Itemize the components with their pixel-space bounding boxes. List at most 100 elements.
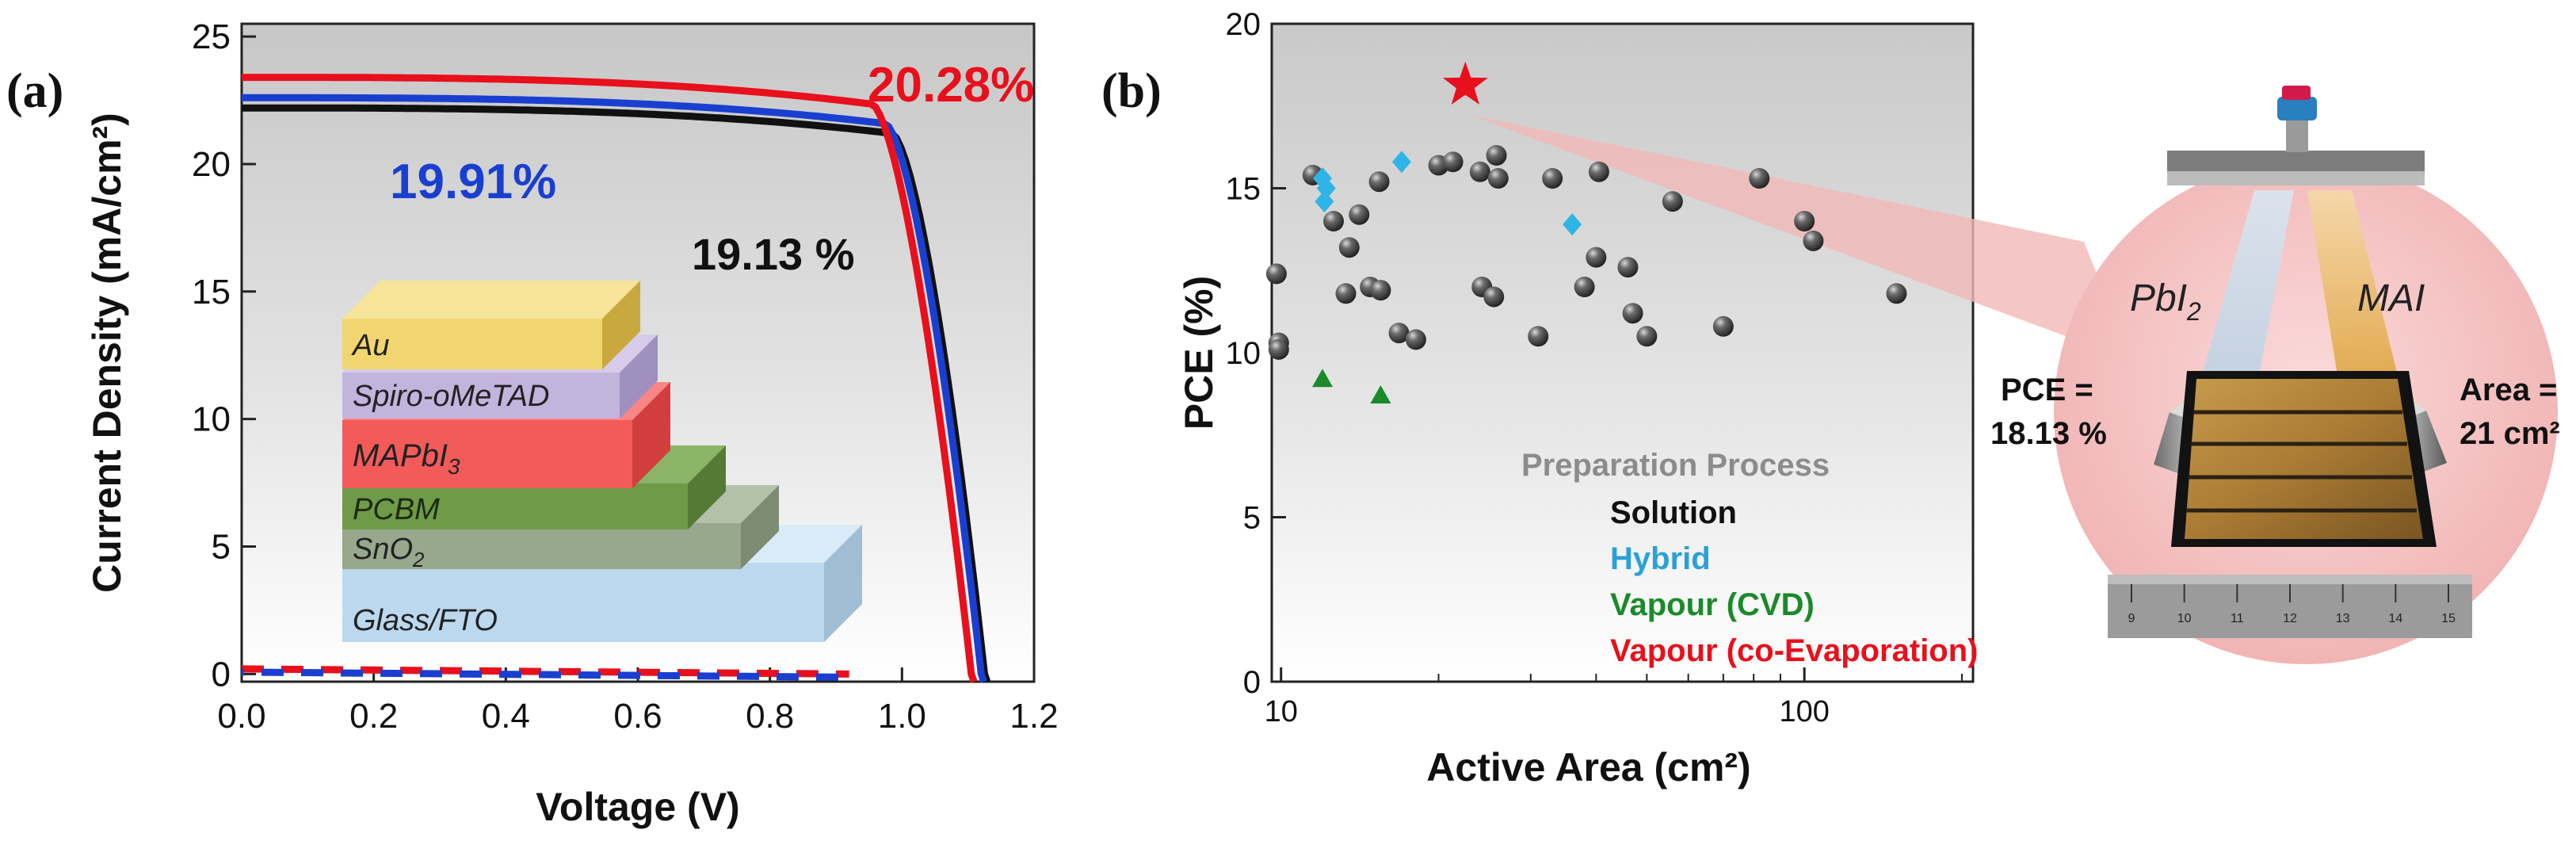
solution-point xyxy=(1542,168,1563,189)
y-tick-label-b: 10 xyxy=(1226,336,1261,371)
y-tick-label-b: 20 xyxy=(1226,7,1261,42)
cvd-point xyxy=(1312,369,1334,388)
highlight-cone xyxy=(1470,115,2131,361)
solution-point xyxy=(1662,191,1683,212)
y-tick-label-a: 15 xyxy=(192,273,231,312)
ruler-tick-label: 10 xyxy=(2177,612,2192,625)
dark-current-line xyxy=(241,668,849,681)
solution-point xyxy=(1712,315,1734,337)
layer-label-au: Au xyxy=(351,329,389,362)
mai-label: MAI xyxy=(2357,277,2425,319)
y-tick-label-b: 5 xyxy=(1243,501,1261,536)
panel-a: (a) 0.0 0.2 0.4 0.6 0.8 1.0 1.2 0 5 10 15 20 25 Volta… xyxy=(6,17,1059,829)
solution-point xyxy=(1265,263,1287,285)
solution-point xyxy=(1574,277,1595,297)
inset-area-value: 21 cm² xyxy=(2460,416,2560,451)
co-evaporation-inset: PbI2 MAI 9 10 11 12 13 14 15 PCE = 18 xyxy=(1990,86,2560,664)
y-tick-label-b: 15 xyxy=(1226,172,1261,207)
ruler-tick-label: 15 xyxy=(2441,612,2456,625)
hybrid-point xyxy=(1316,177,1336,200)
y-tick-label-a: 20 xyxy=(192,145,231,184)
coevaporation-star xyxy=(1442,61,1488,105)
solution-point xyxy=(1487,168,1509,189)
pbi2-beam xyxy=(2195,190,2294,420)
efficiency-label-red: 20.28% xyxy=(868,58,1034,113)
ruler-tick-label: 11 xyxy=(2231,612,2244,625)
ruler-tick-label: 12 xyxy=(2283,612,2297,625)
y-tick-label-a: 10 xyxy=(192,400,231,439)
solution-point xyxy=(1335,283,1357,304)
plot-b-background xyxy=(1270,22,1975,683)
x-axis-title-a: Voltage (V) xyxy=(536,785,739,829)
solution-point xyxy=(1794,211,1815,231)
solution-point xyxy=(1617,257,1639,278)
ruler-tick-label: 13 xyxy=(2336,612,2350,625)
scatter-points xyxy=(1265,61,1907,403)
x-tick-label-a: 0.8 xyxy=(746,697,794,736)
x-tick-label-a: 1.2 xyxy=(1009,697,1058,736)
jv-curve-1991 xyxy=(242,94,987,683)
solution-point xyxy=(1586,247,1607,268)
device-stack: Glass/FTO SnO2 PCBM MAPbI3 xyxy=(342,281,862,642)
y-axis-title-a: Current Density (mA/cm²) xyxy=(85,113,129,593)
solution-point xyxy=(1442,151,1464,173)
inset-area-label: Area = xyxy=(2460,373,2557,407)
solution-point xyxy=(1588,161,1609,182)
x-tick-label-a: 1.0 xyxy=(878,697,926,736)
y-axis-title-b: PCE (%) xyxy=(1177,276,1221,430)
x-tick-label-b: 10 xyxy=(1265,695,1298,728)
inset-pce-label: PCE = xyxy=(2001,373,2093,407)
solution-point xyxy=(1886,283,1907,304)
panel-b: (b) 10 100 0 5 10 15 20 Active Area (cm²) PCE (%… xyxy=(1101,7,2560,789)
x-tick-label-a: 0.0 xyxy=(217,697,265,736)
efficiency-label-black: 19.13 % xyxy=(692,229,855,279)
solution-point xyxy=(1803,230,1824,251)
solution-point xyxy=(1486,145,1507,166)
jv-curves xyxy=(242,74,991,683)
dark-current-curves xyxy=(241,665,849,681)
solution-point xyxy=(1405,329,1426,350)
solution-point xyxy=(1338,237,1360,258)
panel-b-label: (b) xyxy=(1101,64,1162,118)
layer-label-mapbi3: MAPbI3 xyxy=(353,438,460,479)
solution-point xyxy=(1528,326,1549,347)
y-tick-label-a: 25 xyxy=(192,17,231,56)
layer-label-pcbm: PCBM xyxy=(353,493,440,526)
ruler-tick-label: 14 xyxy=(2388,612,2402,625)
solution-point xyxy=(1368,171,1390,193)
x-tick-label-a: 0.6 xyxy=(613,697,662,736)
legend-solution: Solution xyxy=(1610,495,1737,530)
ruler: 9 10 11 12 13 14 15 xyxy=(2108,575,2472,638)
cvd-point xyxy=(1370,384,1391,403)
panel-a-label: (a) xyxy=(6,64,63,118)
legend-coevap: Vapour (co-Evaporation) xyxy=(1610,633,1979,668)
solution-point xyxy=(1483,286,1505,308)
x-tick-label-b: 100 xyxy=(1779,695,1829,728)
plot-a-axes: 0.0 0.2 0.4 0.6 0.8 1.0 1.2 0 5 10 15 20 25 Voltage (… xyxy=(85,17,1059,829)
substrate-holder xyxy=(2167,86,2425,185)
jv-curve-1913 xyxy=(242,104,991,683)
x-tick-label-a: 0.2 xyxy=(349,697,398,736)
legend-title: Preparation Process xyxy=(1521,448,1830,483)
solution-point xyxy=(1268,338,1289,360)
ruler-tick-label: 9 xyxy=(2128,612,2135,625)
layer-label-glass: Glass/FTO xyxy=(353,604,498,637)
solution-point xyxy=(1349,204,1370,225)
hybrid-point xyxy=(1391,151,1411,174)
solution-point xyxy=(1388,323,1410,344)
mai-beam xyxy=(2307,190,2405,424)
y-tick-label-a: 5 xyxy=(212,527,231,566)
layer-label-spiro: Spiro-oMeTAD xyxy=(353,380,549,413)
jv-curve-2028 xyxy=(242,74,978,683)
efficiency-label-blue: 19.91% xyxy=(390,155,556,209)
pbi2-label: PbI2 xyxy=(2130,277,2201,326)
solution-point xyxy=(1636,326,1658,347)
y-tick-label-a: 0 xyxy=(212,655,231,694)
perovskite-film xyxy=(2171,371,2437,547)
legend: Preparation Process Solution Hybrid Vapo… xyxy=(1521,448,1979,668)
x-tick-label-a: 0.4 xyxy=(482,697,530,736)
layer-au: Au xyxy=(342,281,640,369)
plot-b-axes: 10 100 0 5 10 15 20 Active Area (cm²) PCE (%) xyxy=(1177,7,1963,789)
inset-pce-value: 18.13 % xyxy=(1990,416,2107,451)
